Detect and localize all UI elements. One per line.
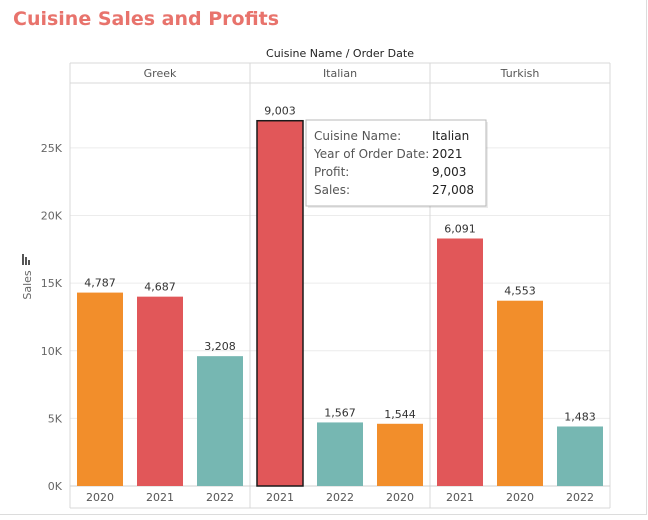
y-axis-label: Sales [21,270,34,300]
y-tick-label: 0K [48,480,63,493]
bar-turkish-2020[interactable] [497,300,543,486]
bar-label: 1,567 [324,406,356,419]
y-tick-label: 5K [48,412,63,425]
x-tick-label: 2020 [86,491,114,504]
chart-title: Cuisine Sales and Profits [13,8,280,30]
x-tick-label: 2022 [206,491,234,504]
bar-label: 9,003 [264,105,296,118]
bar-turkish-2021[interactable] [437,238,483,486]
bar-italian-2022[interactable] [317,422,363,486]
bar-label: 4,687 [144,281,176,294]
x-tick-label: 2020 [506,491,534,504]
panel-header-greek: Greek [144,67,177,80]
x-tick-label: 2021 [266,491,294,504]
tooltip-value: Italian [432,129,469,143]
tooltip-value: 27,008 [432,183,474,197]
bar-label: 1,544 [384,408,416,421]
x-tick-label: 2021 [446,491,474,504]
x-tick-label: 2020 [386,491,414,504]
bar-label: 3,208 [204,340,236,353]
x-tick-label: 2022 [326,491,354,504]
panel-header-italian: Italian [323,67,357,80]
y-tick-label: 20K [41,210,63,223]
bar-greek-2022[interactable] [197,356,243,486]
bar-label: 4,553 [504,285,536,298]
bar-italian-2021[interactable] [256,119,304,487]
panel-header-turkish: Turkish [500,67,540,80]
bar-sort-icon[interactable] [28,260,30,265]
tooltip [305,119,487,207]
tooltip-value: 9,003 [432,165,466,179]
bar-italian-2020[interactable] [377,423,423,486]
bar-greek-2020[interactable] [77,292,123,486]
bar-turkish-2022[interactable] [557,426,603,486]
tooltip-key: Sales: [314,183,350,197]
tooltip-key: Cuisine Name: [314,129,401,143]
bar-sort-icon[interactable] [25,257,27,265]
bar-greek-2021[interactable] [137,296,183,486]
x-tick-label: 2021 [146,491,174,504]
y-tick-label: 10K [41,345,63,358]
tooltip-value: 2021 [432,147,463,161]
bar-label: 4,787 [84,277,116,290]
tooltip-key: Profit: [314,165,349,179]
y-tick-label: 25K [41,142,63,155]
tooltip-key: Year of Order Date: [313,147,429,161]
bar-label: 1,483 [564,410,596,423]
bar-sort-icon[interactable] [22,254,24,265]
y-tick-label: 15K [41,277,63,290]
bar-label: 6,091 [444,222,476,235]
column-header: Cuisine Name / Order Date [266,47,414,60]
x-tick-label: 2022 [566,491,594,504]
